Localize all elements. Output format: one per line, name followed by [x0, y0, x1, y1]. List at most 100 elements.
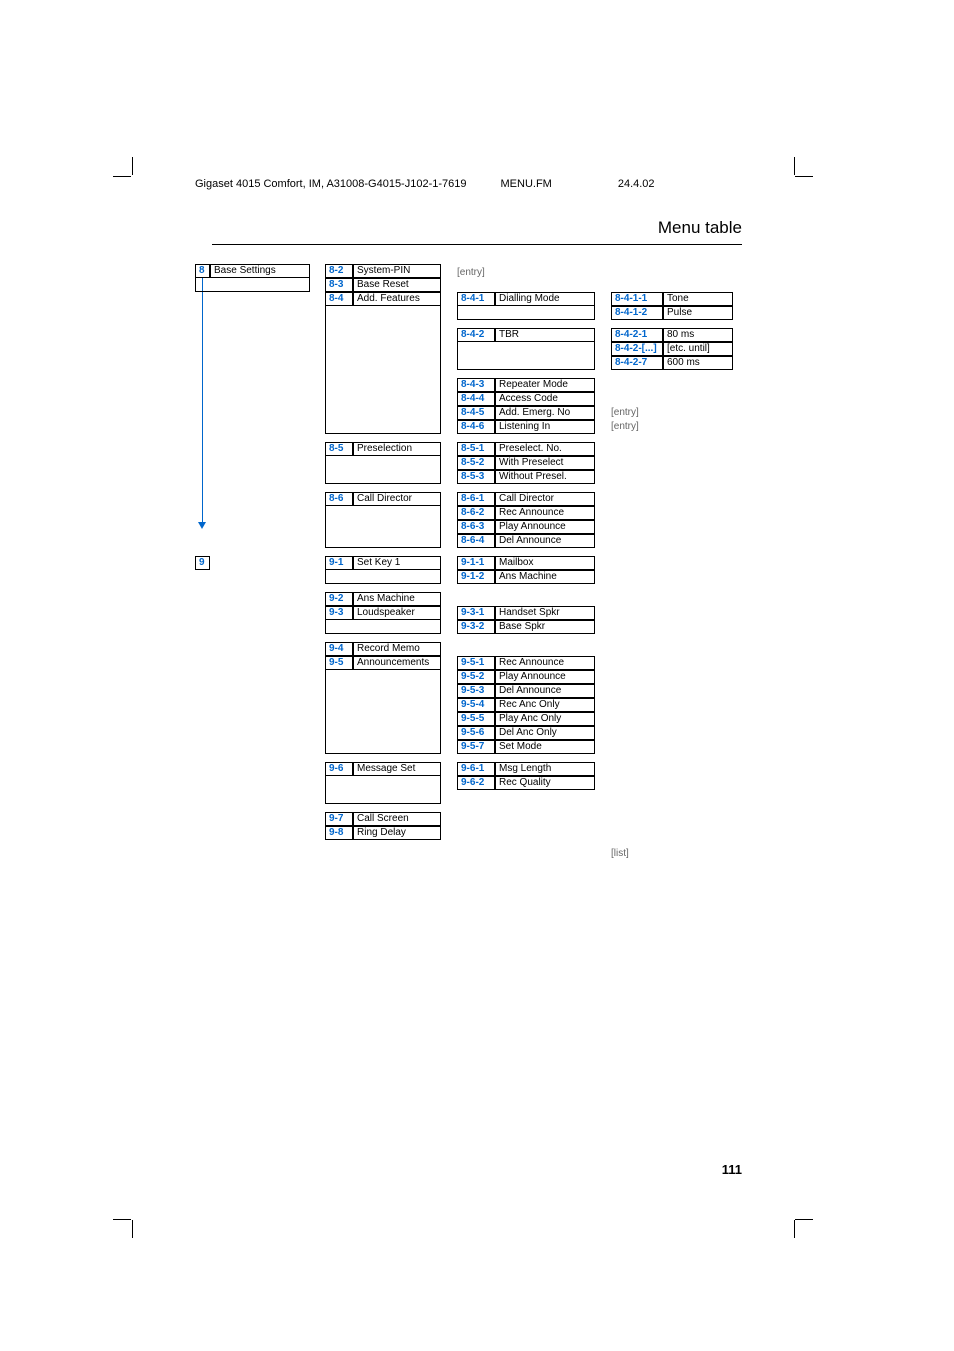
menu-code: 8-5 — [325, 442, 353, 456]
menu-label: Base Spkr — [495, 620, 595, 634]
group-filler — [325, 670, 441, 754]
menu-code: 8-4-1-2 — [611, 306, 663, 320]
crop-mark — [794, 157, 795, 175]
menu-label: With Preselect — [495, 456, 595, 470]
menu-label: Call Director — [353, 492, 441, 506]
crop-mark — [794, 1220, 795, 1238]
menu-label: TBR — [495, 328, 595, 342]
menu-code: 8-4-1-1 — [611, 292, 663, 306]
page-number: 111 — [722, 1162, 742, 1177]
group-filler — [325, 570, 441, 584]
menu-label: Msg Length — [495, 762, 595, 776]
menu-code: 8-4-6 — [457, 420, 495, 434]
menu-code: 9-1 — [325, 556, 353, 570]
group-filler — [195, 278, 310, 292]
menu-label: Pulse — [663, 306, 733, 320]
menu-code: 8-6-2 — [457, 506, 495, 520]
header-line: Gigaset 4015 Comfort, IM, A31008-G4015-J… — [195, 178, 655, 190]
menu-code: 9-3-1 — [457, 606, 495, 620]
menu-label: Without Presel. — [495, 470, 595, 484]
menu-code: 8-4 — [325, 292, 353, 306]
header-file: MENU.FM — [501, 178, 552, 190]
group-filler — [325, 620, 441, 634]
menu-code: 8-6-3 — [457, 520, 495, 534]
menu-code: 9-1-2 — [457, 570, 495, 584]
menu-code: 8 — [195, 264, 210, 278]
menu-code: 9-5-1 — [457, 656, 495, 670]
menu-code: 9-1-1 — [457, 556, 495, 570]
menu-code: 9-5-7 — [457, 740, 495, 754]
group-filler — [325, 306, 441, 434]
menu-label: Preselection — [353, 442, 441, 456]
menu-code: 8-4-2-[...] — [611, 342, 663, 356]
menu-code: 8-4-2 — [457, 328, 495, 342]
crop-mark — [795, 176, 813, 177]
menu-code: 9-5 — [325, 656, 353, 670]
menu-label: Access Code — [495, 392, 595, 406]
menu-code: 9-3-2 — [457, 620, 495, 634]
menu-code: 9-5-6 — [457, 726, 495, 740]
menu-code: 8-4-1 — [457, 292, 495, 306]
menu-label: Handset Spkr — [495, 606, 595, 620]
menu-label: Play Announce — [495, 670, 595, 684]
menu-label: Record Memo — [353, 642, 441, 656]
menu-code: 9 — [195, 556, 210, 570]
chevron-down-icon — [198, 522, 206, 529]
menu-note: [entry] — [611, 422, 639, 432]
menu-label: 600 ms — [663, 356, 733, 370]
page-title: Menu table — [658, 218, 742, 238]
menu-label: [etc. until] — [663, 342, 733, 356]
menu-code: 9-3 — [325, 606, 353, 620]
menu-code: 8-6-4 — [457, 534, 495, 548]
menu-code: 8-5-1 — [457, 442, 495, 456]
header-doc: Gigaset 4015 Comfort, IM, A31008-G4015-J… — [195, 178, 467, 190]
menu-label: Base Reset — [353, 278, 441, 292]
menu-code: 9-6-2 — [457, 776, 495, 790]
tree-trunk — [202, 278, 203, 524]
menu-label: Rec Anc Only — [495, 698, 595, 712]
menu-label: Add. Emerg. No — [495, 406, 595, 420]
crop-mark — [113, 1219, 131, 1220]
menu-code: 9-5-5 — [457, 712, 495, 726]
menu-label: Repeater Mode — [495, 378, 595, 392]
menu-label: Call Director — [495, 492, 595, 506]
crop-mark — [795, 1219, 813, 1220]
menu-label: Del Announce — [495, 534, 595, 548]
menu-code: 8-6 — [325, 492, 353, 506]
menu-label: 80 ms — [663, 328, 733, 342]
menu-code: 9-6 — [325, 762, 353, 776]
menu-label: Del Anc Only — [495, 726, 595, 740]
menu-label: Call Screen — [353, 812, 441, 826]
menu-code: 9-6-1 — [457, 762, 495, 776]
menu-label: Rec Announce — [495, 506, 595, 520]
group-filler — [457, 306, 595, 320]
crop-mark — [132, 1220, 133, 1238]
menu-code: 9-4 — [325, 642, 353, 656]
menu-label: Dialling Mode — [495, 292, 595, 306]
menu-label: Rec Quality — [495, 776, 595, 790]
menu-label: Loudspeaker — [353, 606, 441, 620]
menu-label: Announcements — [353, 656, 441, 670]
menu-label: Rec Announce — [495, 656, 595, 670]
crop-mark — [132, 157, 133, 175]
menu-code: 8-6-1 — [457, 492, 495, 506]
menu-label: Del Announce — [495, 684, 595, 698]
menu-code: 8-4-2-7 — [611, 356, 663, 370]
group-filler — [325, 456, 441, 484]
crop-mark — [113, 176, 131, 177]
menu-label: Ans Machine — [353, 592, 441, 606]
group-filler — [457, 342, 595, 370]
menu-label: Set Key 1 — [353, 556, 441, 570]
menu-note: [entry] — [611, 408, 639, 418]
menu-label: Play Anc Only — [495, 712, 595, 726]
menu-label: Ring Delay — [353, 826, 441, 840]
menu-code: 9-5-2 — [457, 670, 495, 684]
menu-label: Preselect. No. — [495, 442, 595, 456]
group-filler — [325, 506, 441, 548]
menu-note: [entry] — [457, 268, 485, 278]
menu-label: Ans Machine — [495, 570, 595, 584]
menu-code: 8-2 — [325, 264, 353, 278]
menu-label: Listening In — [495, 420, 595, 434]
group-filler — [325, 776, 441, 804]
menu-label: Base Settings — [210, 264, 310, 278]
